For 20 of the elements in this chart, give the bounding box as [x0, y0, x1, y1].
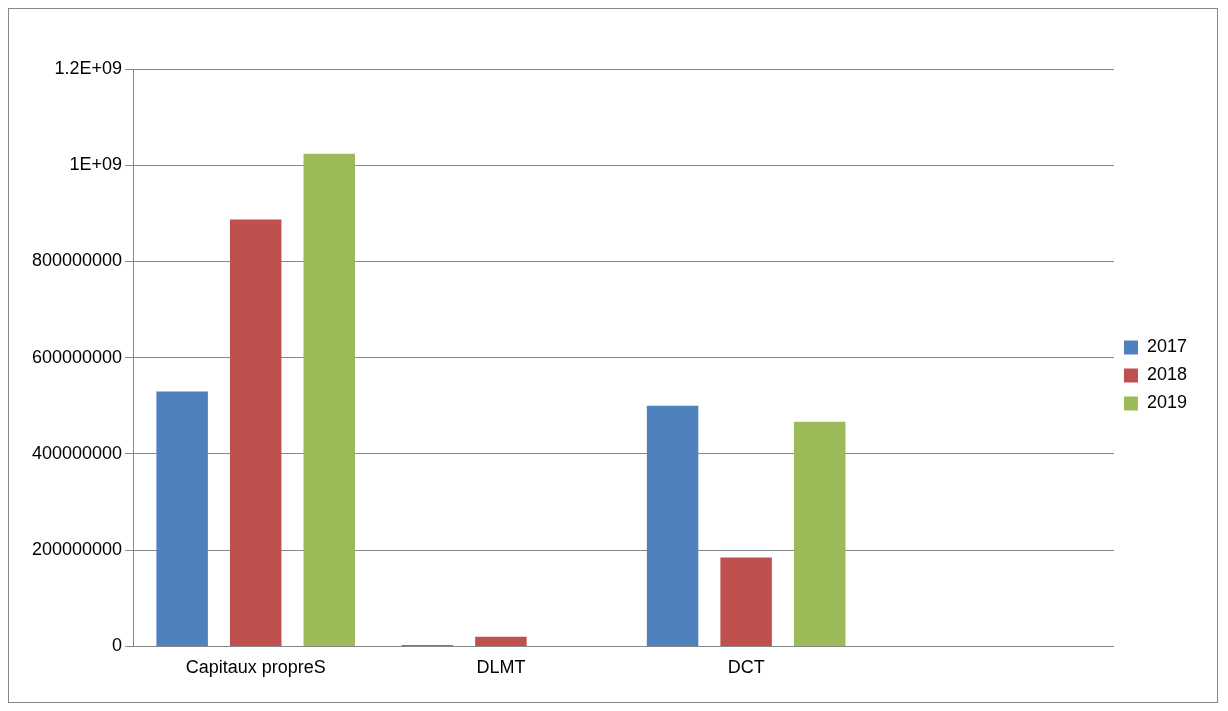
- y-tick-label: 0: [112, 635, 123, 656]
- y-tick-label: 600000000: [31, 346, 123, 367]
- y-tick-label: 400000000: [31, 442, 123, 463]
- y-tick-label: 200000000: [31, 539, 123, 560]
- x-tick-label: DLMT: [476, 657, 526, 678]
- x-tick-label: Capitaux propreS: [185, 657, 326, 678]
- y-tick-label: 800000000: [31, 250, 123, 271]
- legend-label: 2019: [1146, 392, 1187, 413]
- bar: [793, 421, 846, 646]
- y-tick-label: 1.2E+09: [54, 57, 123, 78]
- bar: [720, 557, 772, 646]
- y-tick-label: 1E+09: [69, 154, 123, 175]
- legend-label: 2018: [1146, 364, 1187, 385]
- bar: [229, 219, 282, 646]
- legend-label: 2017: [1146, 336, 1187, 357]
- bar: [646, 405, 699, 646]
- x-tick-label: DCT: [727, 657, 765, 678]
- bar: [475, 636, 527, 646]
- bar: [156, 391, 208, 646]
- bar: [303, 153, 356, 646]
